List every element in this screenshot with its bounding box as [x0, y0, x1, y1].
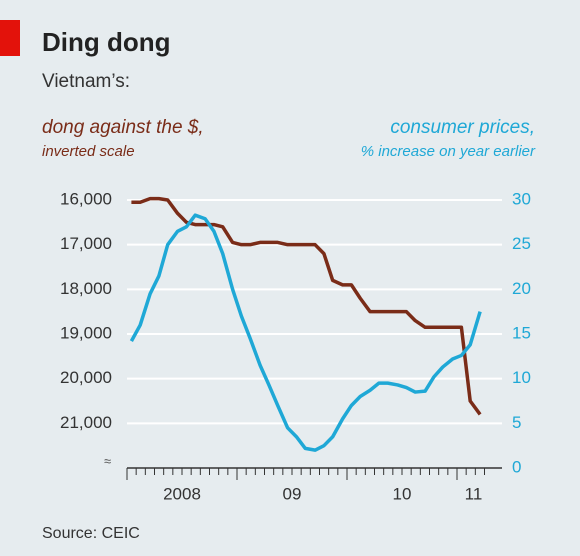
y2-tick-label: 20 — [512, 279, 531, 298]
y2-tick-label: 25 — [512, 234, 531, 253]
chart-title: Ding dong — [42, 27, 171, 57]
y2-tick-label: 5 — [512, 413, 521, 432]
y-tick-label: 19,000 — [60, 323, 112, 342]
line-series — [129, 213, 482, 452]
x-tick-label: 10 — [393, 484, 412, 503]
y-tick-label: 18,000 — [60, 279, 112, 298]
y-tick-label: 16,000 — [60, 189, 112, 208]
axis-break: ≈ — [104, 453, 111, 468]
y-axis-label: inverted scale — [42, 143, 135, 160]
red-tag — [0, 20, 20, 56]
y2-axis-label: consumer prices, — [390, 117, 535, 138]
y-axis-label: dong against the $, — [42, 117, 204, 138]
y2-tick-label: 30 — [512, 189, 531, 208]
y2-tick-label: 10 — [512, 368, 531, 387]
y-tick-label: 20,000 — [60, 368, 112, 387]
x-tick-label: 11 — [465, 484, 483, 503]
y2-axis-label: % increase on year earlier — [361, 143, 536, 160]
y-tick-label: 17,000 — [60, 234, 112, 253]
y2-tick-label: 0 — [512, 457, 521, 476]
subtitle: Vietnam’s: — [42, 71, 130, 92]
source: Source: CEIC — [42, 525, 140, 542]
x-tick-label: 09 — [283, 484, 302, 503]
y2-tick-label: 15 — [512, 323, 531, 342]
x-tick-label: 2008 — [163, 484, 201, 503]
y-tick-label: 21,000 — [60, 413, 112, 432]
